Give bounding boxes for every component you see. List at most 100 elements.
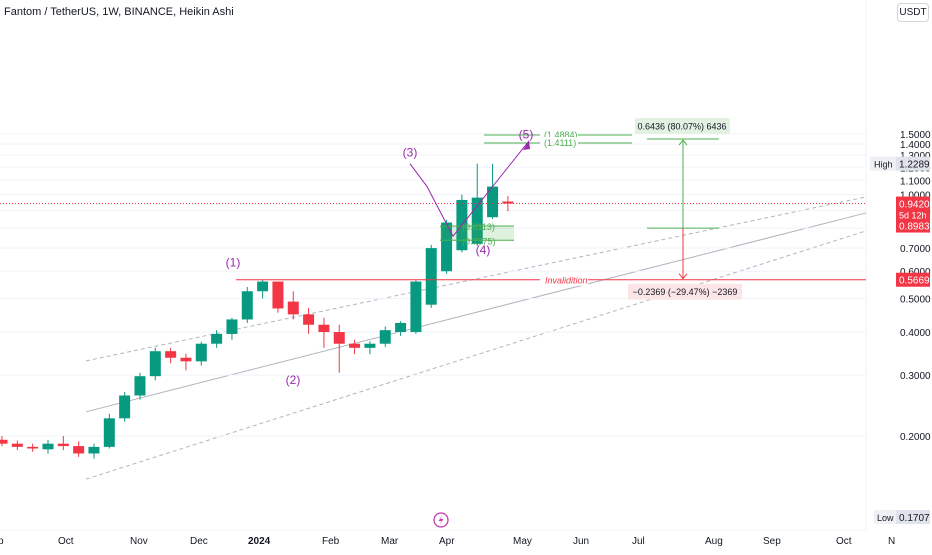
high-value-badge <box>896 156 930 171</box>
low-value: 0.1707 <box>899 513 930 524</box>
candle-body <box>11 443 23 447</box>
time-tick-label: Dec <box>190 536 208 547</box>
invalidation-price-badge <box>896 272 930 287</box>
low-tag-label: Low <box>877 513 894 523</box>
candle-body <box>487 186 499 218</box>
measure-down-box <box>628 283 742 300</box>
lightning-icon-ring <box>433 512 449 528</box>
price-tick-label: 0.7000 <box>900 244 931 255</box>
candles <box>0 163 514 459</box>
invalidation-label-bg <box>540 273 588 286</box>
time-tick-label: Jul <box>632 536 645 547</box>
price-axis: 1.50001.40001.30001.20001.10001.00000.90… <box>0 130 931 443</box>
current-price-badge <box>896 196 930 233</box>
candle-body <box>119 395 131 419</box>
measure-up-label: 0.6436 (80.07%) 6436 <box>637 122 726 132</box>
candle-body <box>379 330 391 344</box>
price-tick-label: 0.4000 <box>900 328 931 339</box>
candle-body <box>425 248 437 305</box>
prev-close-value: 0.8983 <box>899 222 930 233</box>
candle-body <box>149 351 161 377</box>
price-tick-label: 1.4000 <box>900 140 931 151</box>
target-label: (1.4111) <box>544 138 576 148</box>
candle-body <box>0 439 8 444</box>
chart-title: Fantom / TetherUS, 1W, BINANCE, Heikin A… <box>4 6 234 18</box>
price-tick-label: 1.5000 <box>900 130 931 141</box>
target-label-bg <box>540 136 578 149</box>
candle-body <box>303 314 315 325</box>
candle-body <box>57 443 69 447</box>
price-tick-label: 0.6000 <box>900 267 931 278</box>
time-tick-label: Feb <box>322 536 340 547</box>
lightning-icon-bolt <box>438 515 444 525</box>
candle-body <box>211 333 223 344</box>
candle-body <box>410 281 422 333</box>
measure-up-box <box>635 118 730 135</box>
current-price-value: 0.9420 <box>899 200 930 211</box>
measure-down-label: −0.2369 (−29.47%) −2369 <box>633 287 738 297</box>
candle-body <box>226 319 238 334</box>
time-tick-label: 2024 <box>248 536 271 547</box>
wave-projection-path <box>409 140 530 238</box>
candle-body <box>257 281 269 292</box>
time-tick-label: May <box>513 536 532 547</box>
annotations: (0.8113) (0.7375) (1.4884)(1.4111) Invalidi… <box>0 118 866 528</box>
wave-label: (3) <box>403 145 418 159</box>
target-label: (1.4884) <box>544 130 578 140</box>
time-tick-label: p <box>0 536 4 547</box>
time-tick-label: Nov <box>130 536 148 547</box>
time-axis: p Oct Nov Dec 2024 Feb Mar Apr May Jun Jul Aug Sep Oc… <box>0 536 895 547</box>
channel-lines <box>85 196 867 480</box>
time-tick-label: Oct <box>58 536 74 547</box>
invalidation-label: Invalidition <box>545 276 588 286</box>
candle-body <box>441 222 453 272</box>
countdown: 5d 12h <box>899 211 927 221</box>
candle-body <box>364 343 376 348</box>
time-tick-label: Oct <box>836 536 852 547</box>
candle-body <box>241 291 253 320</box>
channel-line <box>85 212 867 413</box>
wave-label: (4) <box>476 243 491 257</box>
buy-zone-top-label: (0.8113) <box>462 222 495 232</box>
high-tag-label: High <box>874 160 893 170</box>
high-tag <box>870 156 896 171</box>
candle-body <box>395 322 407 333</box>
candle-body <box>27 446 39 449</box>
low-tag <box>874 510 896 524</box>
candle-body <box>134 376 146 396</box>
time-tick-label: Mar <box>381 536 399 547</box>
time-tick-label: Jun <box>573 536 589 547</box>
candle-body <box>471 197 483 244</box>
projection-arrowhead <box>523 140 530 150</box>
high-value: 1.2289 <box>899 160 930 171</box>
time-tick-label: Sep <box>763 536 781 547</box>
price-tick-label: 0.3000 <box>900 371 931 382</box>
price-tick-label: 0.2000 <box>900 432 931 443</box>
wave-label: (2) <box>286 373 301 387</box>
buy-zone-bottom-label: (0.7375) <box>462 236 496 246</box>
measure-down-arrow <box>678 273 688 280</box>
currency-button[interactable]: USDT <box>897 3 929 22</box>
low-value-badge <box>896 510 930 524</box>
candle-body <box>73 446 85 454</box>
candle-body <box>287 301 299 315</box>
lightning-icon[interactable] <box>433 512 449 528</box>
candle-body <box>103 418 115 447</box>
candle-body <box>180 357 192 362</box>
wave-label: (5) <box>519 127 534 141</box>
candle-body <box>349 343 361 348</box>
candle-body <box>42 443 54 450</box>
measure-up-arrow <box>678 139 688 146</box>
price-tick-label: 1.1000 <box>900 176 931 187</box>
candle-body <box>165 351 177 358</box>
time-tick-label: Aug <box>705 536 723 547</box>
channel-line <box>85 230 867 480</box>
candle-body <box>88 446 100 454</box>
candle-body <box>195 343 207 362</box>
invalidation-price-value: 0.5669 <box>899 276 930 287</box>
candle-body <box>502 201 514 204</box>
price-tick-label: 0.5000 <box>900 295 931 306</box>
candle-body <box>333 332 345 344</box>
